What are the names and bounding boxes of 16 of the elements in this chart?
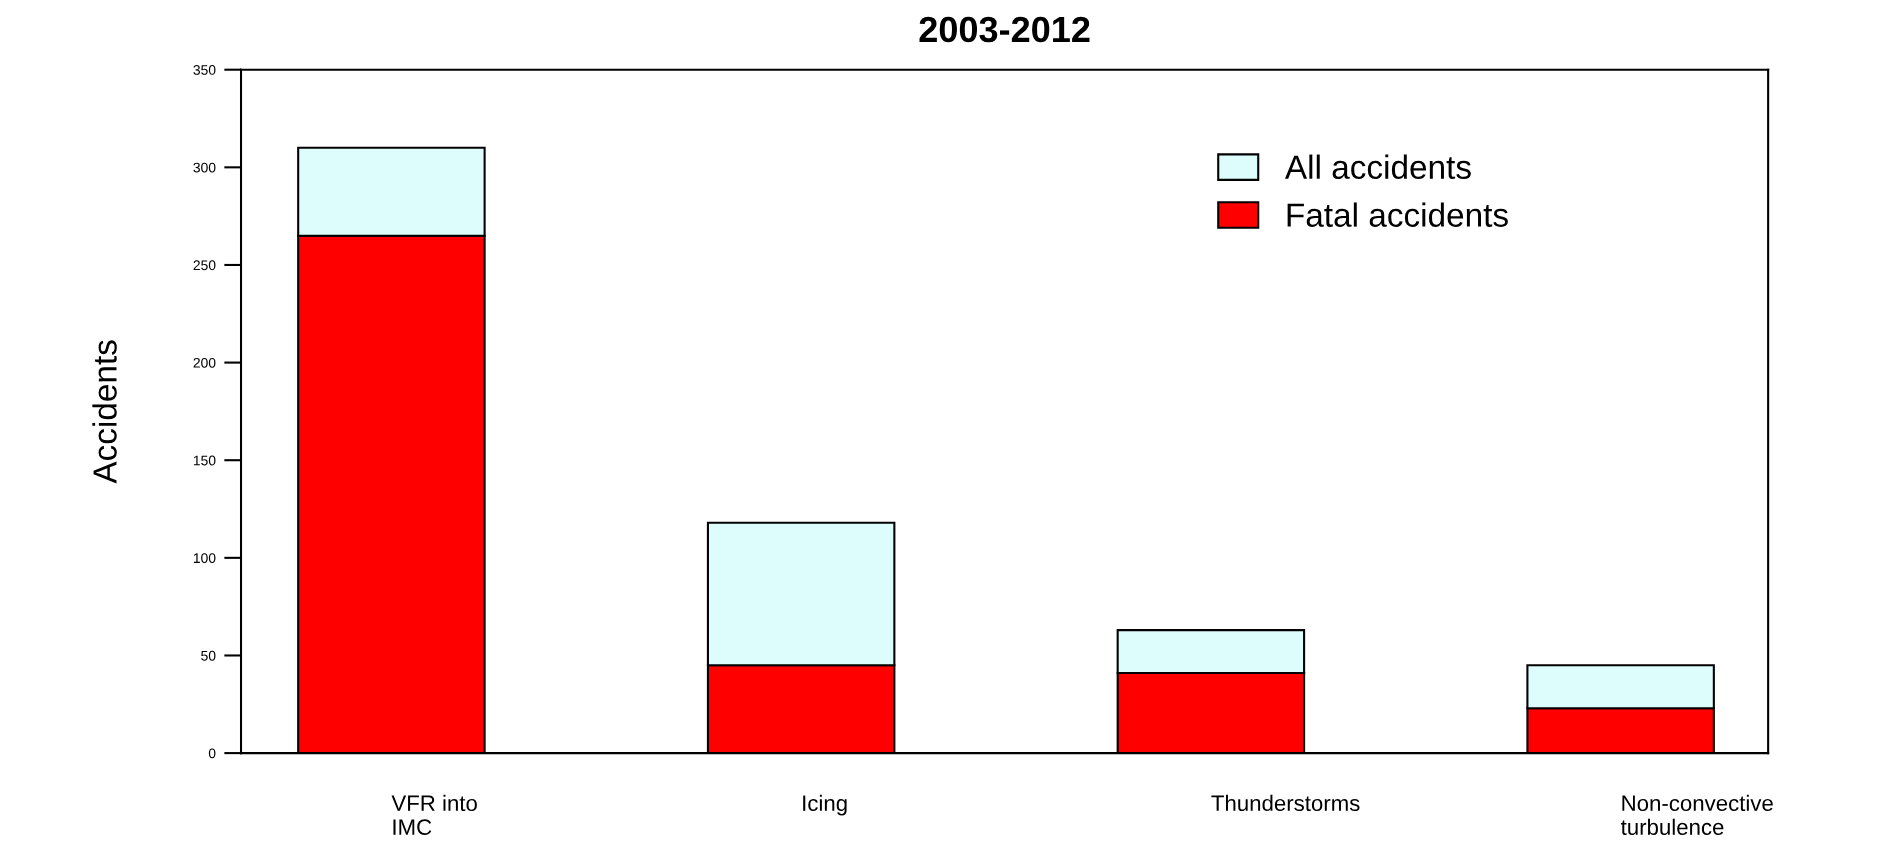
y-tick-label: 50 — [201, 650, 216, 661]
legend-label: All accidents — [1284, 154, 1471, 180]
y-axis-title: Accidents — [92, 340, 117, 484]
y-tick-label: 250 — [193, 260, 216, 271]
x-tick-label: VFR into IMC — [391, 794, 477, 836]
x-tick-label: Icing — [803, 794, 847, 816]
y-tick-label: 100 — [193, 553, 216, 564]
x-tick-label: Non-convective turbulence — [1620, 794, 1773, 836]
y-tick-label: 150 — [193, 455, 216, 466]
y-tick-label: 0 — [208, 748, 216, 759]
y-tick-label: 300 — [193, 162, 216, 173]
y-tick-label: 350 — [193, 65, 216, 75]
x-tick-label: Thunderstorms — [1211, 794, 1360, 812]
chart-title: 2003-2012 — [919, 16, 1090, 43]
legend-label: Fatal accidents — [1287, 202, 1508, 227]
y-tick-label: 200 — [193, 357, 216, 368]
